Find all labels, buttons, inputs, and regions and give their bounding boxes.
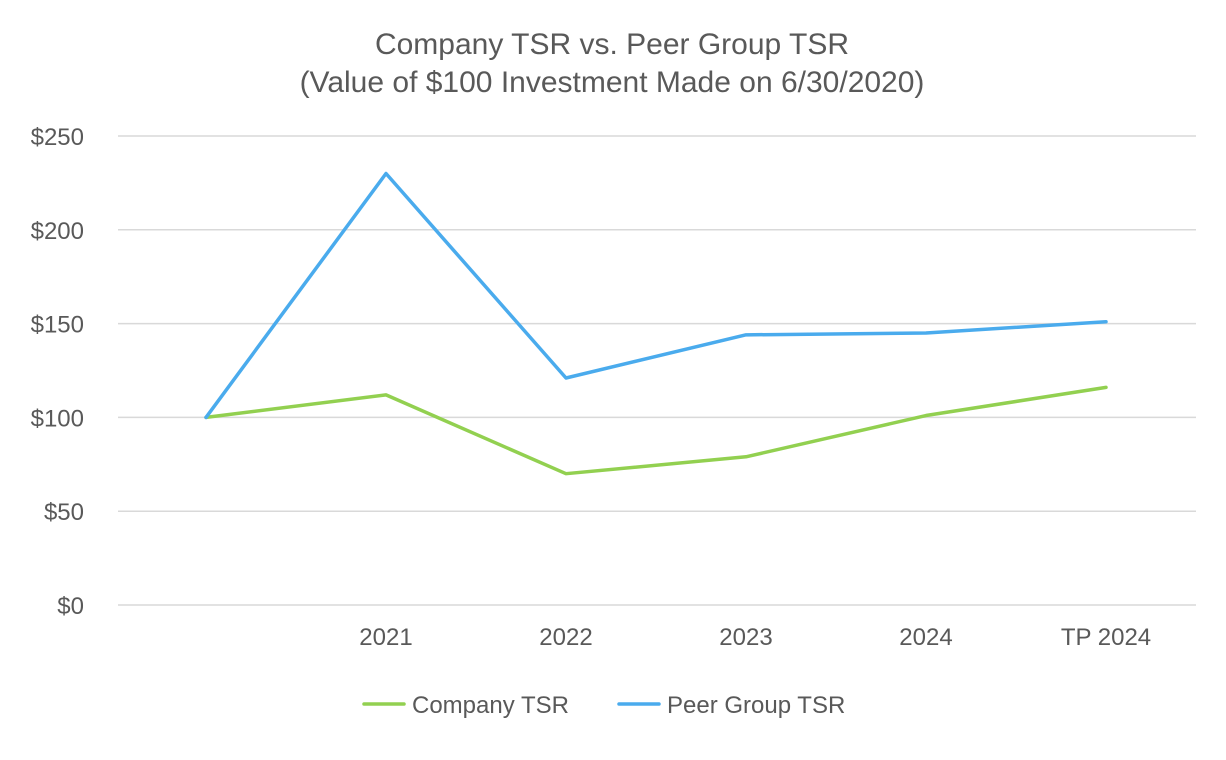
x-tick-label: 2021 <box>359 624 412 651</box>
y-tick-label: $0 <box>57 593 84 620</box>
chart-title: Company TSR vs. Peer Group TSR <box>375 28 849 61</box>
y-axis-ticks: $0 $50 $100 $150 $200 $250 <box>31 124 84 620</box>
y-tick-label: $200 <box>31 218 84 245</box>
x-tick-label: 2024 <box>899 624 952 651</box>
gridlines <box>118 135 1196 606</box>
y-tick-label: $50 <box>44 499 84 526</box>
y-tick-label: $150 <box>31 312 84 339</box>
legend-label-peer-group-tsr: Peer Group TSR <box>667 692 845 719</box>
x-tick-label: 2022 <box>539 624 592 651</box>
x-tick-label: TP 2024 <box>1061 624 1151 651</box>
legend-label-company-tsr: Company TSR <box>412 692 569 719</box>
peer-group-tsr-line <box>204 171 1108 420</box>
company-tsr-line <box>204 385 1108 476</box>
x-axis-ticks: 2021 2022 2023 2024 TP 2024 <box>359 624 1151 651</box>
legend: Company TSR Peer Group TSR <box>362 692 845 719</box>
y-tick-label: $250 <box>31 124 84 151</box>
x-tick-label: 2023 <box>719 624 772 651</box>
chart-subtitle: (Value of $100 Investment Made on 6/30/2… <box>300 66 925 99</box>
y-tick-label: $100 <box>31 405 84 432</box>
series-lines <box>204 171 1108 476</box>
